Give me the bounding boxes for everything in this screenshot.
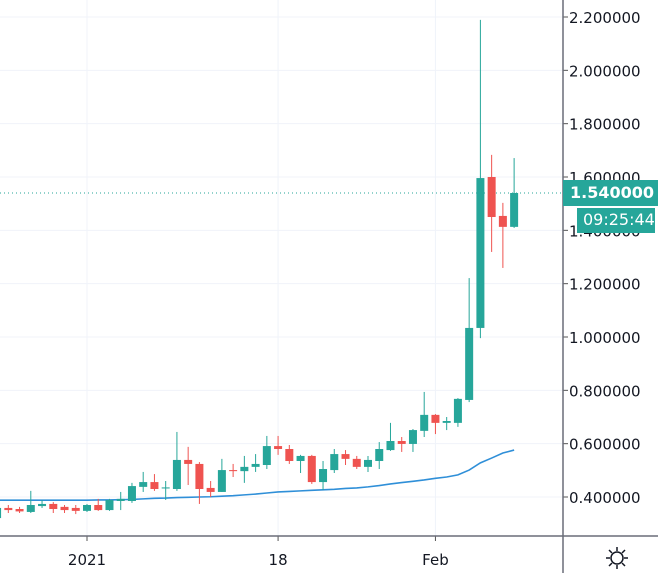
candle-body-up (465, 327, 474, 400)
gear-icon[interactable] (604, 545, 630, 571)
candles-layer (0, 19, 519, 519)
candle-body-up (127, 486, 136, 502)
candle-body-down (397, 441, 406, 444)
last-price-tag: 1.540000 (563, 180, 658, 206)
bar-countdown-tag: 09:25:44 (577, 208, 655, 233)
candle-body-down (195, 463, 204, 490)
x-tick-label: 2021 (68, 551, 106, 569)
candle-body-down (15, 509, 24, 512)
candle-body-up (217, 470, 226, 492)
candle-body-up (116, 498, 125, 502)
candle-body-up (0, 507, 2, 519)
candle-body-down (498, 215, 507, 227)
candle-body-up (375, 449, 384, 462)
candle-body-up (26, 505, 35, 512)
candle-body-up (510, 193, 519, 227)
y-tick-label: 2.000000 (569, 62, 641, 80)
candle-body-down (307, 455, 316, 483)
candle-body-down (184, 459, 193, 464)
candle-body-up (139, 482, 148, 487)
candle-body-up (262, 446, 271, 466)
candle-body-down (71, 507, 80, 511)
y-tick-label: 0.400000 (569, 489, 641, 507)
candle-body-up (453, 398, 462, 423)
candle-body-up (251, 463, 260, 467)
x-tick-label: Feb (422, 551, 449, 569)
candle-body-up (161, 487, 170, 489)
candle-body-down (229, 470, 238, 472)
candle-body-up (386, 441, 395, 451)
candle-body-up (105, 499, 114, 511)
candle-body-up (296, 455, 305, 462)
y-tick-label: 0.600000 (569, 436, 641, 454)
candle-body-up (330, 454, 339, 471)
moving-average-line (0, 449, 515, 502)
candle-body-down (487, 177, 496, 218)
grid (0, 0, 563, 536)
candle-body-up (364, 459, 372, 467)
candle-body-down (352, 458, 361, 467)
candle-body-down (94, 505, 103, 511)
candle-body-down (341, 454, 350, 459)
candle-body-down (150, 482, 159, 490)
candle-body-up (420, 414, 429, 431)
candle-body-down (49, 503, 58, 510)
moving-average-layer (0, 192, 563, 502)
candle-body-down (431, 414, 440, 423)
candle-body-down (4, 507, 13, 511)
candle-body-up (319, 469, 328, 483)
candle-body-up (240, 466, 249, 472)
x-tick-label: 18 (269, 551, 288, 569)
y-tick-label: 2.200000 (569, 9, 641, 27)
candle-body-up (442, 421, 451, 423)
candle-body-up (408, 430, 417, 444)
y-tick-label: 1.800000 (569, 116, 641, 134)
candle-body-down (285, 449, 294, 462)
candle-body-up (38, 503, 47, 507)
candle-body-down (274, 446, 283, 450)
y-tick-label: 1.200000 (569, 276, 641, 294)
y-tick-label: 0.800000 (569, 382, 641, 400)
candle-body-down (206, 487, 215, 492)
candle-body-down (60, 506, 69, 511)
y-tick-label: 1.000000 (569, 329, 641, 347)
candle-body-up (172, 459, 181, 490)
candle-body-up (476, 178, 485, 328)
candle-body-up (83, 505, 91, 511)
